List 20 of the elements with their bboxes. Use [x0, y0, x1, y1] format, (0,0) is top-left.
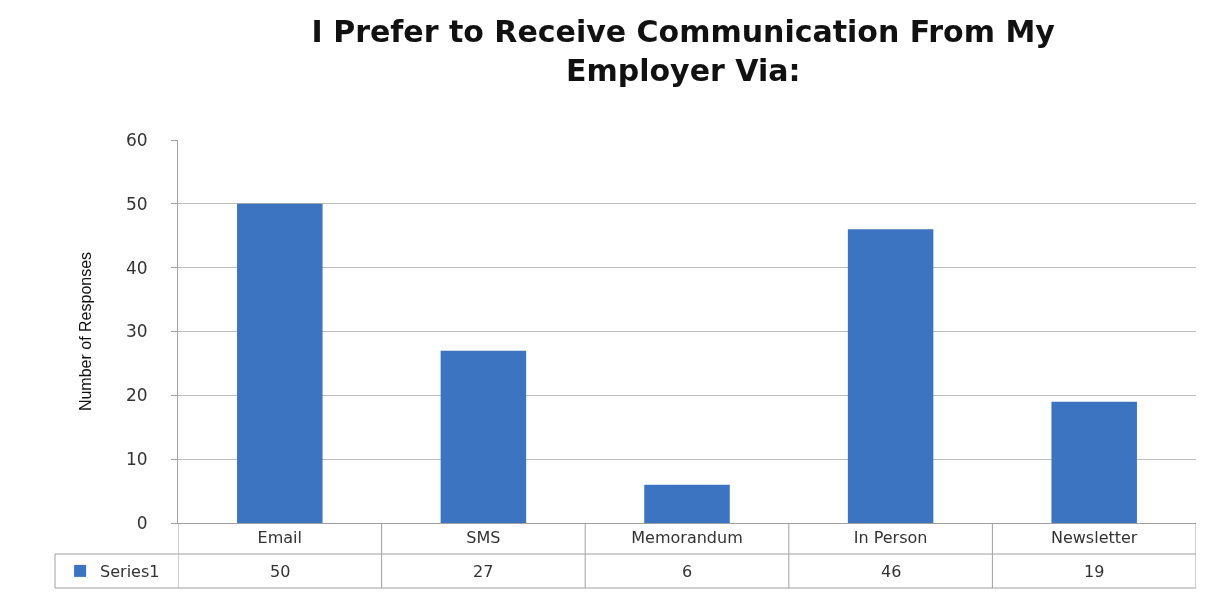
data-label: 19: [1084, 562, 1105, 581]
y-tick-label: 10: [125, 449, 148, 470]
legend-label: Series1: [100, 562, 160, 582]
x-tick-label: Newsletter: [1050, 528, 1138, 548]
y-tick-label: 50: [125, 193, 148, 214]
x-tick-label: SMS: [466, 528, 501, 548]
y-tick-label: 40: [125, 257, 148, 278]
chart-title: I Prefer to Receive Communication From My Employer Via:: [311, 14, 1056, 89]
x-tick-label: Memorandum: [631, 528, 743, 548]
data-label: 46: [881, 562, 902, 581]
x-tick-label: In Person: [853, 528, 928, 548]
data-label: 6: [682, 562, 693, 581]
data-label: 50: [270, 562, 291, 581]
y-tick-label: 30: [125, 321, 148, 342]
y-axis-title: Number of Responses: [76, 251, 94, 412]
x-tick-label: Email: [257, 528, 302, 548]
y-tick-label: 20: [125, 385, 148, 406]
y-tick-label: 0: [136, 512, 148, 533]
data-label: 27: [473, 562, 494, 581]
y-tick-label: 60: [125, 129, 148, 150]
